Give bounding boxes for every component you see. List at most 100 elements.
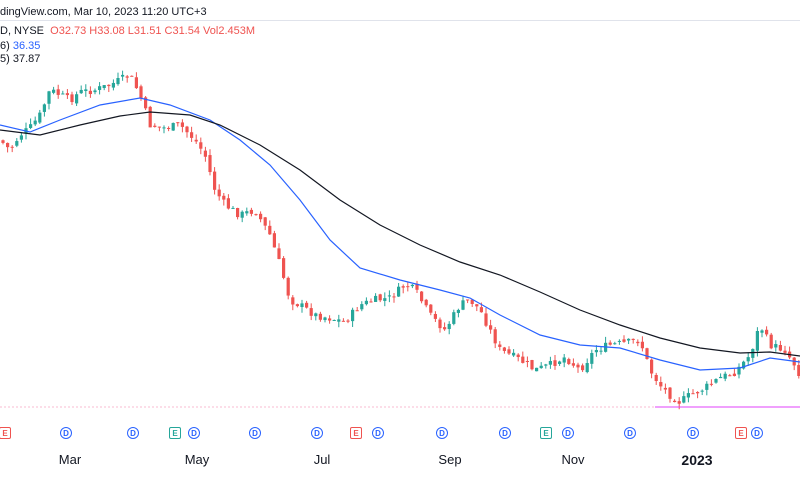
time-axis-label: Jul — [313, 452, 331, 467]
candle-body — [539, 365, 543, 369]
candle-body — [397, 286, 401, 297]
candle-body — [507, 349, 511, 354]
candle-body — [346, 320, 350, 322]
candle-body — [640, 341, 644, 349]
candle-body — [139, 86, 143, 98]
candle-body — [401, 286, 405, 288]
candle-body — [121, 74, 125, 77]
candle-body — [263, 217, 267, 226]
candle-body — [88, 90, 92, 95]
exchange-label: D, NYSE — [0, 25, 45, 37]
dividend-event-icon[interactable]: D — [188, 427, 200, 439]
earnings-event-icon[interactable]: E — [0, 427, 11, 439]
chart-source-line: dingView.com, Mar 10, 2023 11:20 UTC+3 — [0, 6, 207, 18]
dividend-event-icon[interactable]: D — [60, 427, 72, 439]
candle-body — [686, 393, 690, 398]
candle-body — [111, 82, 115, 88]
earnings-event-icon[interactable]: E — [540, 427, 552, 439]
candle-body — [470, 299, 474, 304]
dividend-event-icon[interactable]: D — [372, 427, 384, 439]
candle-body — [102, 85, 106, 89]
candle-body — [645, 348, 649, 359]
candle-body — [479, 307, 483, 313]
ma-fast-legend[interactable]: 6) 36.35 — [0, 40, 40, 52]
candle-body — [705, 383, 709, 390]
candle-body — [521, 356, 525, 363]
candle-body — [84, 89, 88, 92]
earnings-event-icon[interactable]: E — [350, 427, 362, 439]
candle-body — [668, 387, 672, 399]
candle-body — [502, 347, 506, 351]
candle-body — [309, 308, 313, 316]
candle-body — [61, 93, 65, 95]
dividend-event-icon[interactable]: D — [687, 427, 699, 439]
header-divider — [0, 20, 800, 21]
candle-body — [213, 171, 217, 190]
candle-body — [125, 76, 129, 78]
candle-body — [581, 365, 585, 371]
candle-body — [130, 75, 134, 77]
candle-body — [576, 364, 580, 368]
candle-body — [383, 298, 387, 301]
candle-body — [525, 360, 529, 363]
candle-body — [305, 302, 309, 308]
dividend-event-icon[interactable]: D — [436, 427, 448, 439]
candle-body — [677, 401, 681, 404]
ma-slow-legend[interactable]: 5) 37.87 — [0, 53, 40, 65]
symbol-legend[interactable]: D, NYSE O32.73 H33.08 L31.51 C31.54 Vol2… — [0, 25, 255, 37]
source-text: dingView.com, Mar 10, 2023 11:20 UTC+3 — [0, 6, 207, 18]
candle-body — [364, 300, 368, 305]
candle-body — [277, 248, 281, 260]
candle-body — [33, 120, 37, 125]
candle-body — [765, 329, 769, 335]
candle-body — [171, 122, 175, 131]
candle-body — [360, 304, 364, 310]
candle-body — [93, 90, 97, 93]
candle-body — [387, 295, 391, 297]
candle-body — [98, 86, 102, 91]
candle-body — [254, 214, 258, 216]
chart-header: dingView.com, Mar 10, 2023 11:20 UTC+3 — [0, 0, 800, 22]
candle-body — [631, 338, 635, 340]
candle-body — [410, 284, 414, 287]
candle-body — [268, 225, 272, 235]
dividend-event-icon[interactable]: D — [127, 427, 139, 439]
dividend-event-icon[interactable]: D — [624, 427, 636, 439]
candle-body — [148, 106, 152, 128]
candle-body — [323, 317, 327, 321]
candle-body — [6, 142, 10, 148]
candle-body — [617, 340, 621, 342]
candle-body — [208, 155, 212, 173]
candle-body — [19, 135, 23, 140]
candle-body — [682, 396, 686, 403]
dividend-event-icon[interactable]: D — [499, 427, 511, 439]
time-axis-label: Nov — [561, 452, 585, 467]
candle-body — [696, 392, 700, 394]
candle-body — [259, 213, 263, 220]
candle-body — [52, 89, 56, 93]
dividend-event-icon[interactable]: D — [311, 427, 323, 439]
candle-body — [650, 359, 654, 374]
candle-body — [295, 304, 299, 307]
candle-body — [314, 313, 318, 317]
price-chart[interactable] — [0, 0, 800, 445]
candle-body — [553, 360, 557, 366]
time-axis-label: 2023 — [681, 452, 713, 468]
ma-slow-line — [0, 111, 800, 357]
dividend-event-icon[interactable]: D — [562, 427, 574, 439]
candle-body — [222, 195, 226, 200]
dividend-event-icon[interactable]: D — [751, 427, 763, 439]
candle-body — [42, 104, 46, 112]
candle-body — [535, 367, 539, 372]
candle-body — [691, 393, 695, 395]
earnings-event-icon[interactable]: E — [169, 427, 181, 439]
candle-body — [590, 353, 594, 364]
dividend-event-icon[interactable]: D — [249, 427, 261, 439]
ma-fast-line — [0, 97, 800, 371]
candle-body — [429, 304, 433, 313]
candle-body — [167, 127, 171, 130]
earnings-event-icon[interactable]: E — [735, 427, 747, 439]
candle-body — [571, 363, 575, 366]
candle-body — [79, 89, 83, 94]
candle-body — [728, 375, 732, 377]
